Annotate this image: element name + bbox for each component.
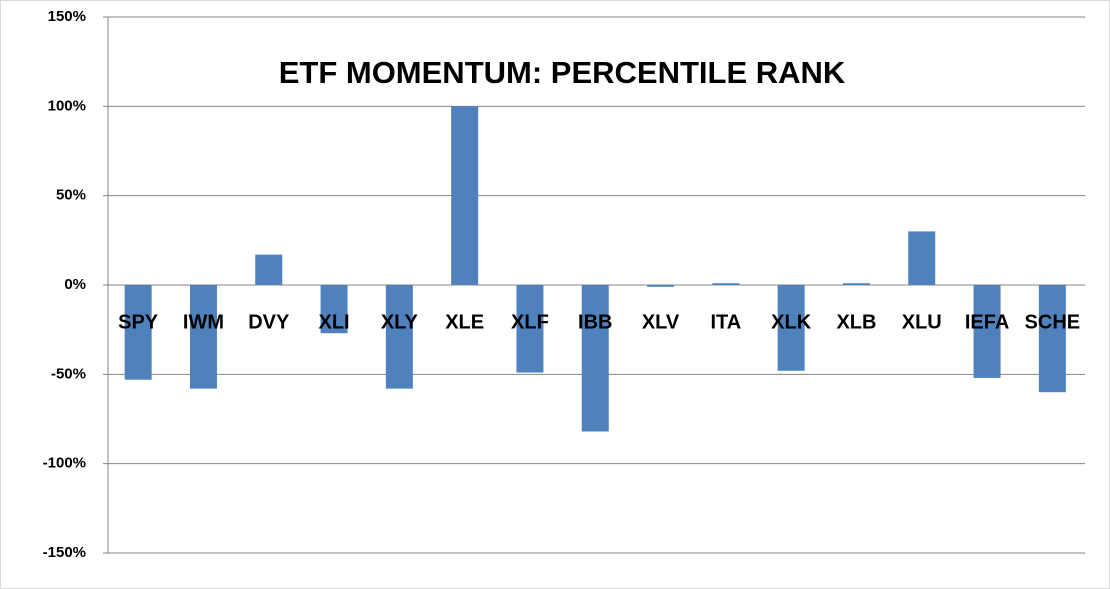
bar xyxy=(1038,285,1066,393)
chart-title: ETF MOMENTUM: PERCENTILE RANK xyxy=(279,55,846,90)
bar xyxy=(842,283,870,285)
bar xyxy=(124,285,152,380)
y-tick-label: 0% xyxy=(64,276,86,293)
bar xyxy=(581,285,609,432)
bar xyxy=(647,285,675,287)
bars xyxy=(124,106,1066,432)
x-tick-label: SPY xyxy=(118,311,159,333)
bar xyxy=(320,285,348,334)
bar xyxy=(908,231,936,285)
x-tick-label: XLY xyxy=(381,311,419,333)
x-tick-label: IWM xyxy=(183,311,224,333)
bar xyxy=(189,285,217,389)
x-tick-label: XLI xyxy=(318,311,349,333)
y-tick-label: 150% xyxy=(48,8,86,25)
x-tick-label: SCHE xyxy=(1025,311,1081,333)
x-tick-label: XLK xyxy=(771,311,812,333)
x-tick-label: XLV xyxy=(642,311,680,333)
bar xyxy=(777,285,805,371)
y-tick-label: 50% xyxy=(56,187,86,204)
x-tick-label: XLE xyxy=(445,311,484,333)
bar xyxy=(451,106,479,285)
x-tick-label: ITA xyxy=(710,311,741,333)
x-tick-label: XLB xyxy=(836,311,876,333)
y-tick-label: -100% xyxy=(43,455,86,472)
y-tick-label: -50% xyxy=(51,365,86,382)
x-tick-label: IEFA xyxy=(965,311,1009,333)
bar xyxy=(255,254,283,285)
x-tick-label: XLU xyxy=(902,311,942,333)
x-tick-label: XLF xyxy=(511,311,549,333)
bar xyxy=(516,285,544,373)
x-tick-label: IBB xyxy=(578,311,612,333)
bar xyxy=(385,285,413,389)
y-tick-label: -150% xyxy=(43,544,86,561)
x-tick-label: DVY xyxy=(248,311,290,333)
bar xyxy=(712,283,740,285)
bar xyxy=(973,285,1001,378)
y-tick-label: 100% xyxy=(48,97,86,114)
